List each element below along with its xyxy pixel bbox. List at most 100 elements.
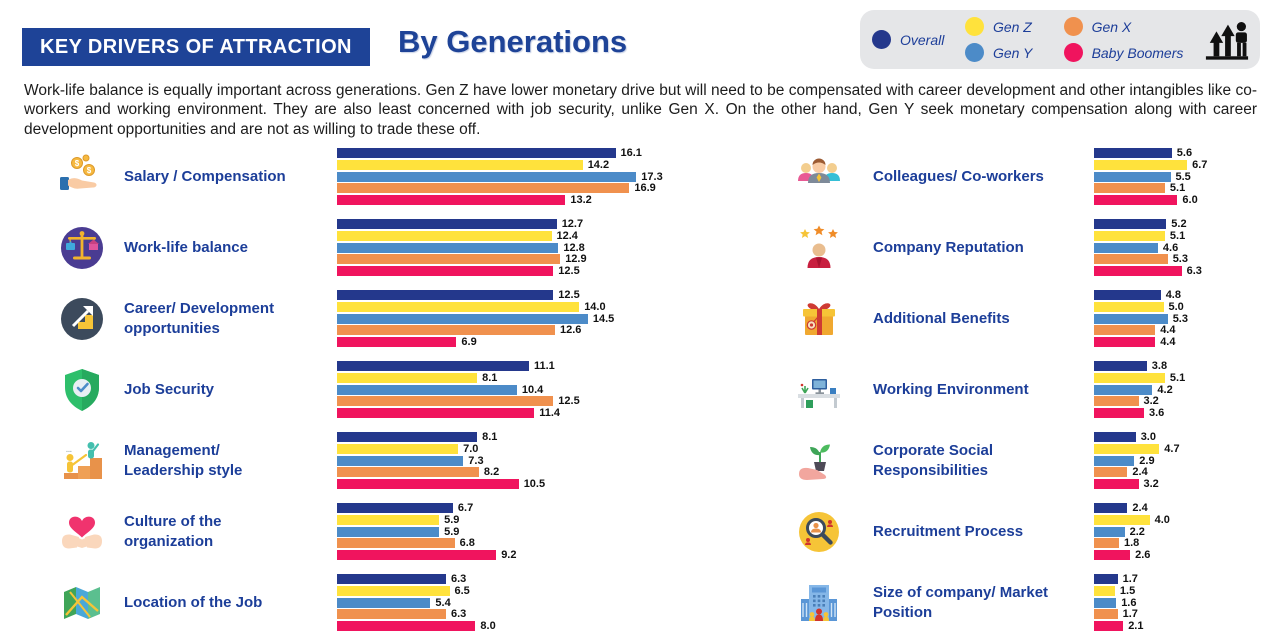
bar-line-gen-y: 4.6 [1094,242,1202,253]
driver-label-line: Size of company/ Market [873,583,1049,601]
bar-line-baby-boomers: 2.6 [1094,549,1170,561]
driver-label-location-of-the-job: Location of the Job [124,574,324,631]
bar-baby-boomers [1094,621,1124,631]
bar-value-label: 5.1 [1169,371,1186,384]
bar-line-overall: 1.7 [1094,573,1143,585]
bar-gen-y [1094,597,1117,608]
bar-baby-boomers [337,337,457,347]
bar-value-label: 5.0 [1168,300,1184,313]
bar-line-gen-z: 14.0 [337,300,614,313]
driver-label-line: Responsibilities [873,461,989,479]
additional-benefits-icon [793,290,845,347]
bar-value-label: 12.6 [560,324,582,337]
driver-row-recruitment-process: Recruitment Process 2.4 4.0 2.2 1.8 2.6 [0,503,1280,561]
bar-value-label: 14.0 [584,300,606,313]
bar-value-label: 11.4 [539,407,560,419]
bar-overall [1094,361,1147,371]
driver-label-corporate-social-responsibilities: Corporate Social Responsibilities [873,432,1078,489]
bar-gen-x [337,254,561,265]
bar-overall [337,432,478,442]
bar-gen-x [1094,396,1139,407]
bar-line-overall: 16.1 [337,147,663,159]
bar-line-overall: 3.0 [1094,431,1180,443]
bar-value-label: 1.6 [1121,596,1137,609]
bar-line-gen-z: 12.4 [337,230,587,241]
bar-gen-x [337,396,554,407]
legend-label: Gen Z [992,18,1032,35]
bar-line-gen-y: 5.5 [1094,170,1207,183]
bar-baby-boomers [1094,266,1182,276]
driver-label-line: Job Security [124,380,215,398]
bar-line-gen-y: 2.9 [1094,455,1180,466]
bar-value-label: 2.6 [1135,549,1151,561]
legend-item-gen-x: Gen X [1063,15,1202,38]
bar-line-baby-boomers: 2.1 [1094,620,1144,632]
driver-label-management-leadership-style: Management/Leadership style [124,432,324,489]
driver-row-work-life-balance: Work-life balance 12.7 12.4 12.8 12.9 12.5 [0,218,1280,277]
bar-value-label: 16.1 [620,147,642,159]
bar-overall [1094,219,1167,229]
driver-label-career-development-opportunities: Career/ Development opportunities [124,290,324,347]
bar-value-label: 14.5 [592,312,615,325]
legend-label: Baby Boomers [1091,44,1184,61]
driver-label-line: Company Reputation [873,238,1024,256]
bar-value-label: 6.9 [461,336,477,348]
bar-line-gen-z: 4.0 [1094,514,1170,525]
bar-value-label: 3.0 [1140,431,1156,443]
bar-gen-y [1094,455,1135,466]
driver-row-salary-compensation: $ $ Salary / Compensation 16.1 14.2 17.3 16.9 1… [0,147,1280,206]
driver-row-additional-benefits: Additional Benefits 4.8 5.0 5.3 4.4 4.4 [0,289,1280,348]
bar-value-label: 5.1 [1169,182,1186,195]
bar-line-gen-y: 5.4 [337,597,496,608]
bar-line-gen-y: 7.3 [337,455,545,466]
bar-value-label: 2.1 [1128,620,1144,632]
summary-text: Work-life balance is equally important a… [24,82,1257,138]
driver-label-line: Recruitment Process [873,522,1024,540]
bar-value-label: 5.9 [444,525,460,538]
bar-group-colleagues-co-workers: 5.6 6.7 5.5 5.1 6.0 [1094,148,1207,206]
bar-gen-z [1094,514,1150,525]
management-icon: ... [56,432,108,489]
bar-group-recruitment-process: 2.4 4.0 2.2 1.8 2.6 [1094,503,1170,561]
bar-gen-x [1094,254,1168,265]
bar-overall [337,290,554,300]
bar-line-overall: 12.7 [337,218,587,230]
bar-line-gen-z: 5.9 [337,514,516,525]
driver-label-line: Career/ Development [124,299,275,317]
driver-label-line: Work-life balance [124,238,248,256]
bar-gen-z [337,230,552,241]
csr-icon [793,432,845,489]
svg-text:...: ... [66,447,72,454]
bar-line-baby-boomers: 6.0 [1094,195,1207,206]
bar-overall [1094,290,1161,300]
legend-swatch-gen-z [964,17,984,36]
bar-line-baby-boomers: 4.4 [1094,336,1188,348]
driver-label-line: Leadership style [124,461,243,479]
bar-value-label: 4.4 [1160,336,1176,348]
driver-label-job-security: Job Security [124,361,324,418]
driver-row-location-of-the-job: Location of the Job 6.3 6.5 5.4 6.3 8.0 [0,574,1280,632]
bar-group-location-of-the-job: 6.3 6.5 5.4 6.3 8.0 [337,574,496,632]
bar-gen-y [337,455,464,466]
bar-value-label: 12.7 [561,218,584,230]
bar-line-baby-boomers: 6.3 [1094,266,1202,277]
bar-baby-boomers [337,479,519,489]
driver-label-work-life-balance: Work-life balance [124,219,324,276]
bar-value-label: 4.7 [1164,442,1180,455]
bar-value-label: 5.5 [1175,170,1191,183]
bar-line-overall: 11.1 [337,360,580,372]
bar-value-label: 11.1 [534,360,555,372]
colleagues-icon [793,148,845,205]
bar-line-baby-boomers: 12.5 [337,266,587,277]
bar-overall [337,503,453,513]
size-of-company-icon [793,574,845,631]
bar-value-label: 12.9 [565,253,587,266]
legend: Overall Gen Z Gen Y Gen X Baby Boomers [860,10,1260,69]
bar-value-label: 4.8 [1165,289,1181,301]
bar-line-gen-y: 10.4 [337,384,580,395]
job-security-icon [56,361,108,418]
bar-line-overall: 12.5 [337,290,614,301]
bar-value-label: 1.7 [1122,573,1138,585]
driver-row-size-of-company-market-position: Size of company/ Market Position 1.7 1.5 1.6… [0,573,1280,632]
recruitment-icon [793,503,845,560]
